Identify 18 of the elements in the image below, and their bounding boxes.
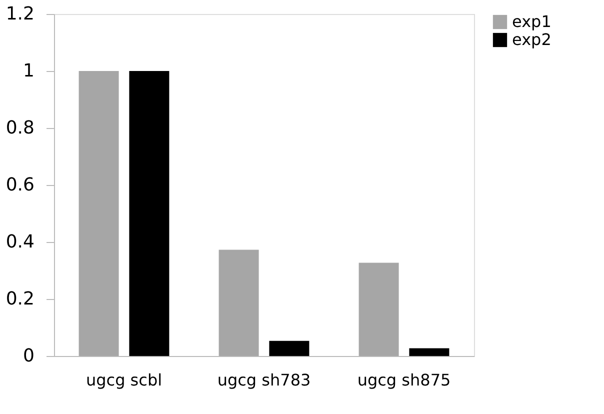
y-tick-label: 0.2 [6,288,34,310]
y-tick-label: 0.4 [6,232,34,252]
legend-label: exp2 [512,30,552,49]
y-tick-label: 1 [23,60,34,82]
bar [78,71,119,356]
bar [129,71,170,356]
x-tick-label: ugcg sh783 [217,370,311,390]
bar [269,340,310,356]
bar [358,262,399,356]
y-tick-label: 0.6 [6,174,34,196]
x-tick-label: ugcg scbl [86,370,162,390]
bar [218,250,259,356]
bar [409,348,450,356]
x-tick-label: ugcg sh875 [357,370,451,390]
legend-label: exp1 [512,12,552,31]
y-tick-label: 0 [23,346,34,366]
y-tick-label: 0.8 [6,118,34,138]
y-tick-label: 1.2 [6,4,34,24]
